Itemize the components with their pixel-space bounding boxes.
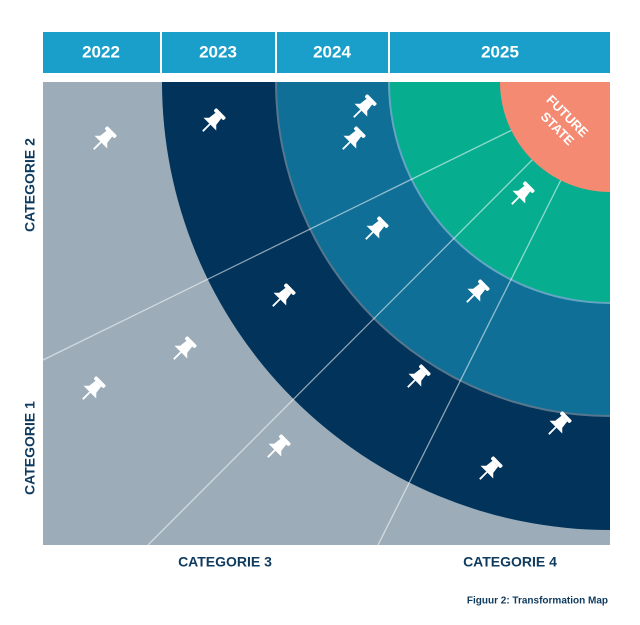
future-state-core bbox=[500, 82, 610, 192]
category-label: CATEGORIE 4 bbox=[463, 554, 557, 570]
year-cell bbox=[43, 32, 160, 73]
map: FUTURE STATE bbox=[43, 82, 610, 545]
category-label: CATEGORIE 2 bbox=[22, 138, 38, 232]
year-cell bbox=[277, 32, 388, 73]
caption: Figuur 2: Transformation Map bbox=[467, 596, 608, 607]
year-cell bbox=[162, 32, 275, 73]
header: 2022 2023 2024 2025 bbox=[43, 32, 610, 73]
year-label: 2024 bbox=[313, 42, 351, 61]
year-label: 2025 bbox=[481, 42, 519, 61]
year-cell bbox=[390, 32, 610, 73]
category-label: CATEGORIE 3 bbox=[178, 554, 272, 570]
year-label: 2023 bbox=[199, 42, 237, 61]
category-label: CATEGORIE 1 bbox=[22, 401, 38, 495]
year-label: 2022 bbox=[82, 42, 120, 61]
